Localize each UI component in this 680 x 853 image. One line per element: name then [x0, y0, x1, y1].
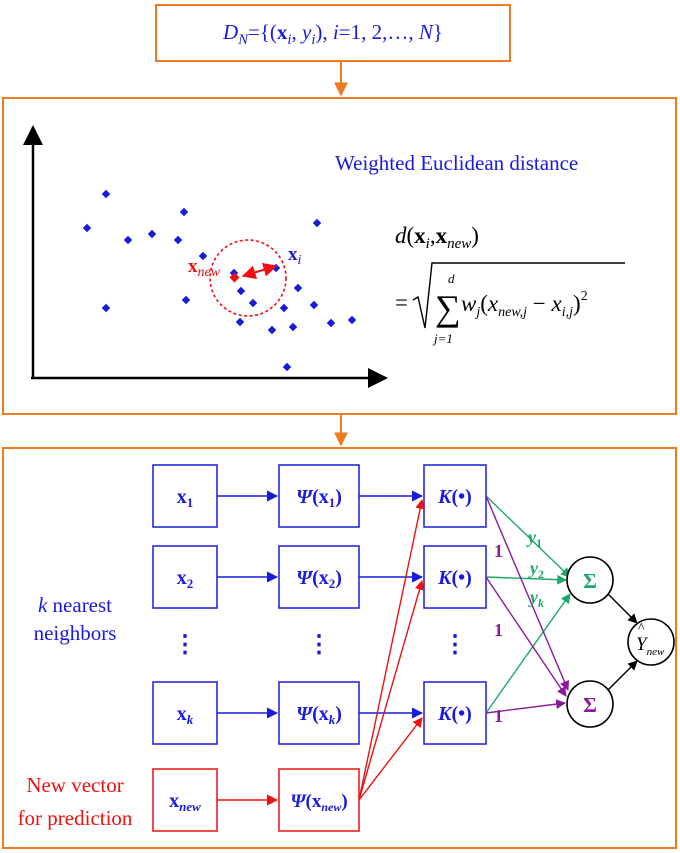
weight-yk: yk: [528, 587, 544, 610]
weight-y1: y1: [526, 527, 542, 550]
data-point: [347, 315, 357, 325]
new-vector-label-line2: for prediction: [18, 806, 133, 830]
svg-text:K(•): K(•): [437, 486, 472, 508]
edge-kk-sum-top: [485, 593, 571, 714]
data-point: [267, 325, 277, 335]
sum-node-bottom: Σ: [566, 680, 614, 728]
dataset-box: DN={(xi, yi), i=1, 2,…, N}: [155, 4, 511, 62]
edge-psinew-k1: [358, 499, 425, 801]
input-node-2: x2: [152, 545, 218, 609]
new-vector-label-line1: New vector: [26, 773, 123, 797]
scatter-points: [82, 189, 357, 372]
sqrt-sign: [412, 262, 625, 329]
kernel-node-1: K(•): [423, 464, 487, 528]
data-point: [147, 229, 157, 239]
ellipsis-psi: ⋮: [307, 632, 331, 658]
svg-text:K(•): K(•): [437, 703, 472, 725]
svg-text:Ψ(xnew): Ψ(xnew): [290, 791, 347, 814]
kernel-node-k: K(•): [423, 681, 487, 745]
data-point: [235, 317, 245, 327]
edge-k1-sum-top: [485, 495, 571, 578]
data-point: [101, 303, 111, 313]
data-point: [271, 263, 281, 273]
edge-kk-sum-bottom: [485, 699, 566, 714]
output-node: ^ Ynew: [627, 618, 675, 666]
new-point: [229, 272, 240, 283]
data-point: [309, 300, 319, 310]
input-node-1: x1: [152, 464, 218, 528]
svg-text:xnew: xnew: [169, 790, 201, 814]
data-point: [179, 207, 189, 217]
svg-text:x2: x2: [177, 567, 194, 591]
svg-text:^: ^: [638, 621, 645, 636]
distance-arrow: [241, 262, 278, 280]
edge-psinew-kk: [358, 717, 423, 801]
svg-text:Ψ(x1): Ψ(x1): [296, 486, 342, 510]
input-node-k: xk: [152, 681, 218, 745]
data-point: [293, 283, 303, 293]
sum-node-top: Σ: [566, 556, 614, 604]
psi-node-k: Ψ(xk): [278, 681, 360, 745]
data-point: [326, 318, 336, 328]
svg-text:wj(xnew,j − xi,j)2: wj(xnew,j − xi,j)2: [461, 289, 588, 320]
svg-text:=: =: [395, 290, 408, 315]
data-point: [123, 235, 133, 245]
neighborhood-circle: [209, 239, 287, 317]
data-point: [101, 189, 111, 199]
psi-node-new: Ψ(xnew): [278, 768, 360, 832]
data-point: [288, 322, 298, 332]
data-point: [282, 362, 292, 372]
edge-k2-sum-bottom: [485, 576, 567, 697]
edge-k1-sum-bottom: [485, 495, 570, 691]
weight-one-2: 1: [494, 620, 503, 640]
edge-k2-sum-top: [485, 574, 567, 585]
edge-psinew-k2: [358, 580, 425, 801]
svg-text:Σ: Σ: [583, 569, 597, 593]
distance-title: Weighted Euclidean distance: [335, 151, 578, 175]
svg-text:∑: ∑: [435, 288, 461, 328]
svg-text:d(xi,xnew): d(xi,xnew): [395, 223, 479, 252]
svg-text:j=1: j=1: [432, 331, 453, 346]
data-point: [236, 286, 246, 296]
kernel-node-2: K(•): [423, 545, 487, 609]
svg-text:d: d: [448, 271, 455, 286]
edge-sumbottom-output: [607, 660, 638, 691]
data-point: [82, 223, 92, 233]
weight-one-k: 1: [494, 706, 503, 726]
svg-text:Σ: Σ: [583, 693, 597, 717]
distance-panel: [2, 97, 677, 415]
edge-sumtop-output: [607, 593, 638, 624]
svg-text:Ynew: Ynew: [636, 634, 665, 658]
psi-node-1: Ψ(x1): [278, 464, 360, 528]
svg-text:xk: xk: [177, 703, 194, 727]
ellipsis-kernels: ⋮: [443, 632, 467, 658]
data-point: [248, 298, 258, 308]
x-new-label: xnew: [188, 256, 221, 280]
weight-one-1: 1: [494, 541, 503, 561]
knn-label-line1: k nearest: [38, 593, 112, 617]
x-i-label: xi: [288, 244, 302, 268]
data-point: [173, 235, 183, 245]
data-point: [198, 251, 208, 261]
svg-text:Ψ(x2): Ψ(x2): [296, 567, 342, 591]
distance-formula: d(xi,xnew) = ∑ d j=1 wj(xnew,j − xi,j)2: [395, 223, 625, 346]
knn-label-line2: neighbors: [34, 621, 117, 645]
data-point: [181, 295, 191, 305]
input-node-new: xnew: [152, 768, 218, 832]
data-point: [312, 218, 322, 228]
psi-node-2: Ψ(x2): [278, 545, 360, 609]
weight-y2: y2: [528, 558, 544, 581]
dataset-definition: DN={(xi, yi), i=1, 2,…, N}: [223, 20, 443, 49]
svg-text:K(•): K(•): [437, 567, 472, 589]
data-point: [279, 303, 289, 313]
svg-text:x1: x1: [177, 486, 194, 510]
svg-text:Ψ(xk): Ψ(xk): [296, 703, 342, 727]
ellipsis-inputs: ⋮: [173, 632, 197, 658]
